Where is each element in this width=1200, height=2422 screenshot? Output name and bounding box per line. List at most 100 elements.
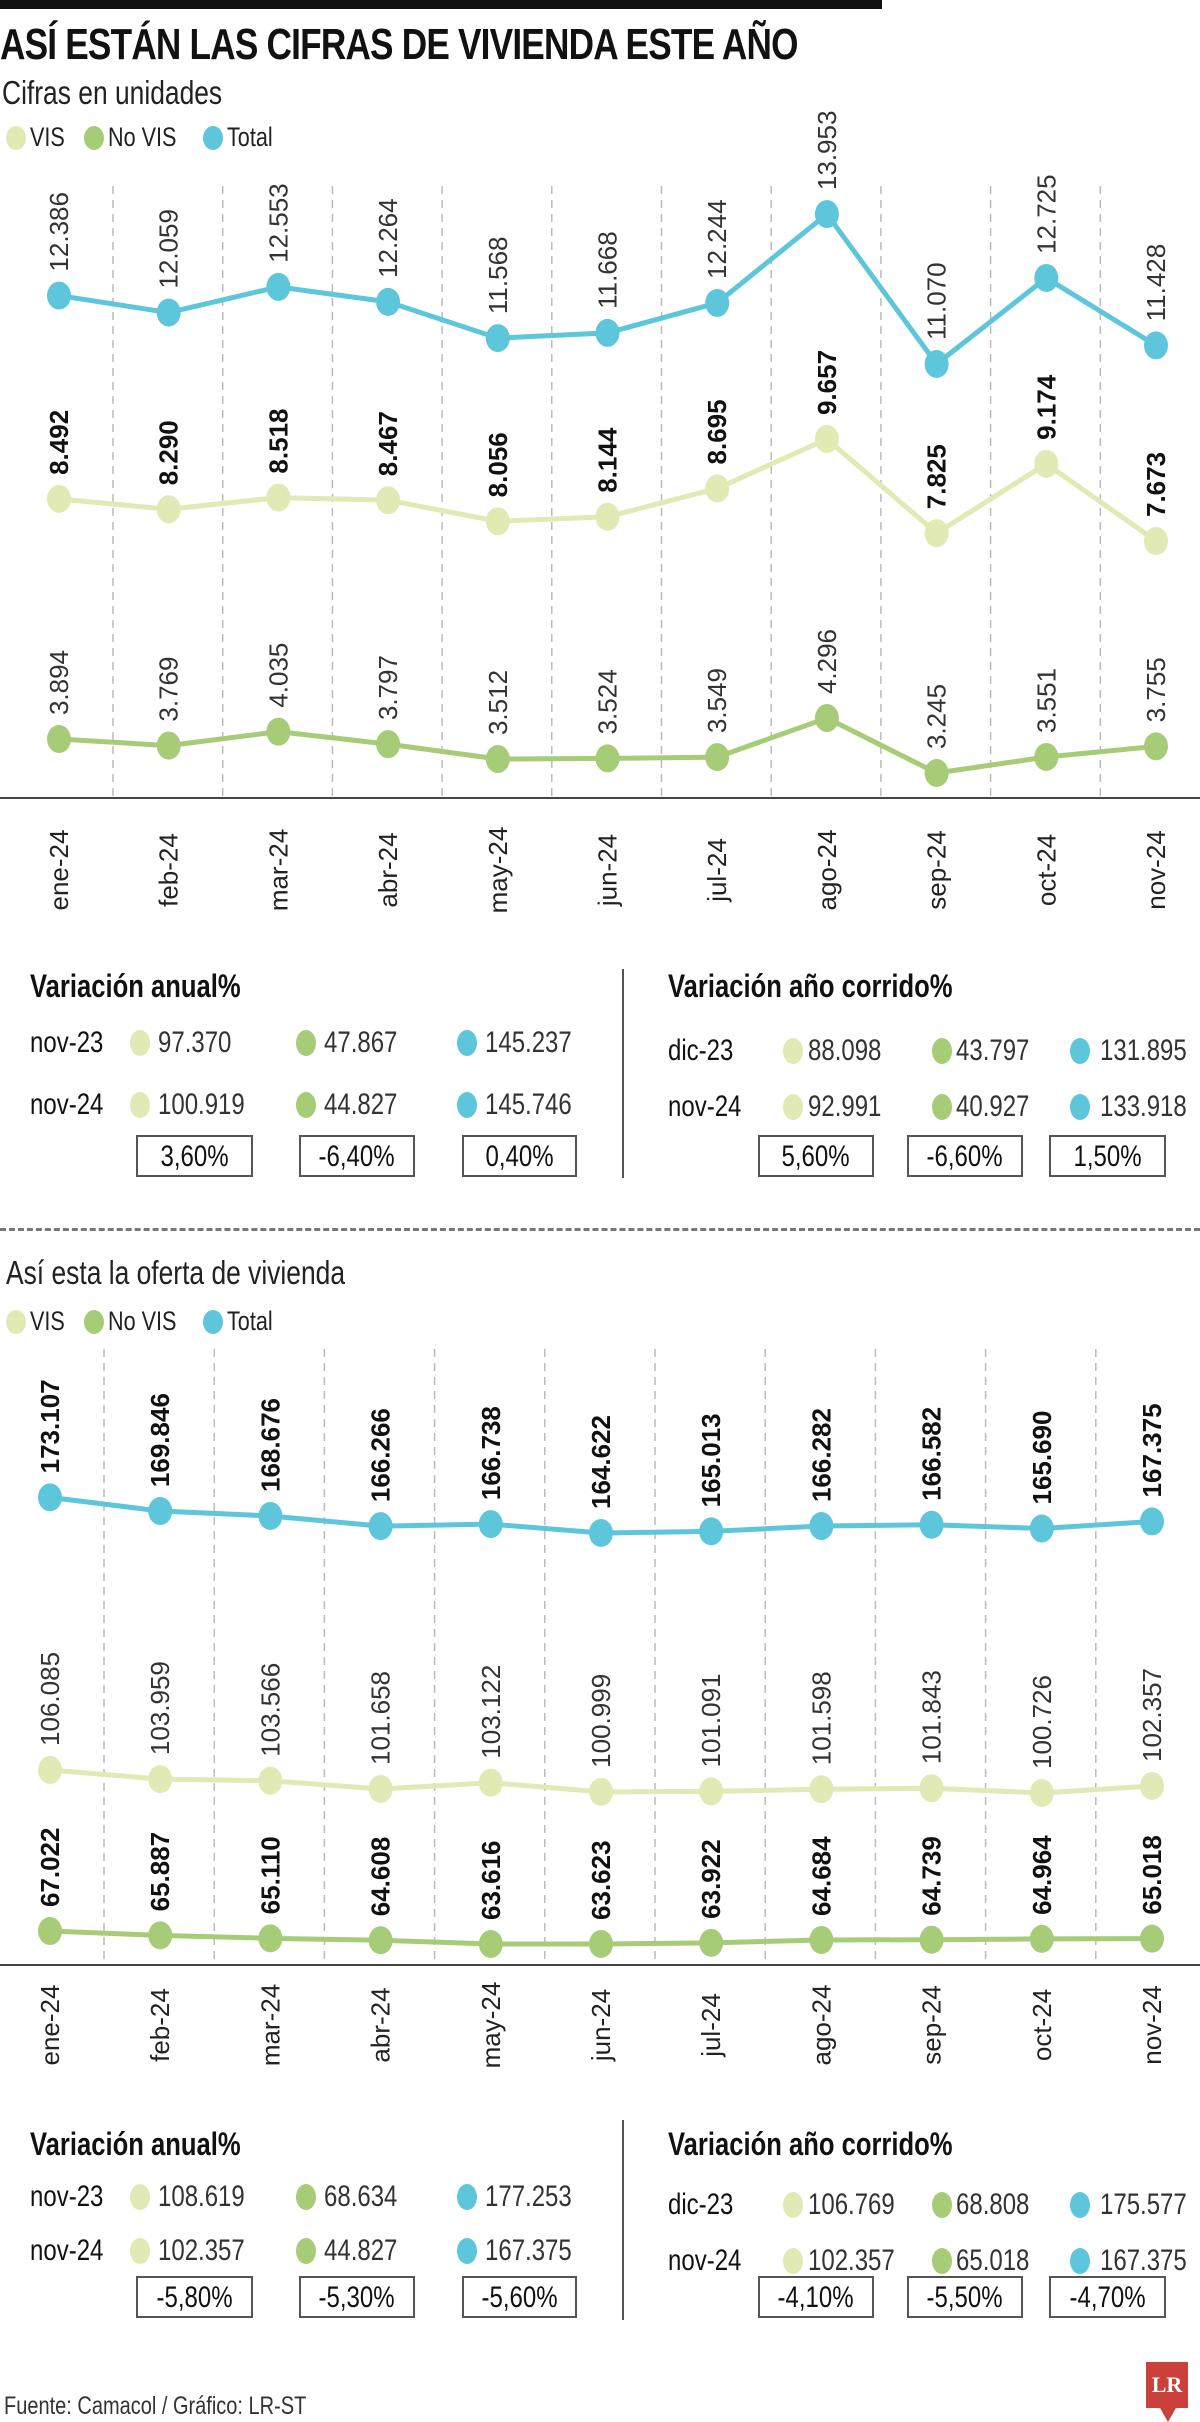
data-point [699,1517,724,1546]
change-percent-text: -4,70% [1069,2281,1146,2314]
row-label: nov-24 [30,1088,122,1122]
data-point [368,1926,393,1955]
data-label: 8.467 [373,411,403,476]
change-percent-text: -5,30% [318,2281,396,2314]
table-value-text: 167.375 [1100,2244,1187,2277]
data-label: 4.296 [812,629,842,694]
total-dot-icon [457,1092,477,1118]
line-chart-1: ene-24 feb-24 mar-24 abr-24 may-24 jun-24 jul-… [0,111,1200,913]
table-value-text: 44.827 [324,1088,398,1121]
data-point [1144,732,1168,761]
data-point [38,1755,62,1784]
ytd-variation-heading: Variación año corrido% [668,968,1024,1005]
total-dot-icon [457,2184,477,2210]
total-dot-icon [1070,1038,1090,1064]
table-value-text: 102.357 [158,2234,245,2267]
data-label: 64.684 [806,1836,836,1916]
data-label: 166.738 [476,1406,506,1500]
data-label: 166.266 [366,1408,396,1502]
vis-dot-icon [6,125,26,150]
data-point [1029,1779,1054,1807]
vis-dot-icon [783,2192,803,2218]
table-value-text: 108.619 [158,2180,245,2213]
x-tick-label: sep-24 [917,1985,947,2065]
novis-dot-icon [296,1030,316,1056]
data-point [595,744,620,773]
row-label-text: nov-23 [30,1026,104,1059]
data-point [1034,263,1059,292]
table-value: 102.357 [158,2234,266,2268]
data-label: 168.676 [255,1398,285,1492]
data-point [809,1775,834,1804]
data-point [478,1930,503,1958]
novis-dot-icon [83,125,104,150]
data-label: 65.018 [1137,1835,1167,1915]
series-total: 12.386 12.059 12.553 12.264 11.568 11.668 12.2… [44,111,1171,378]
data-label: 11.668 [593,231,623,309]
total-dot-icon [1070,1094,1090,1120]
data-label: 13.953 [812,111,842,191]
data-point [1144,527,1168,555]
change-percent-text: -6,60% [926,1140,1004,1173]
total-dot-icon [203,1309,224,1334]
novis-dot-icon [296,2238,316,2264]
data-point [924,519,949,548]
legend-item-total: Total [203,122,282,153]
x-tick-label: abr-24 [366,1987,396,2062]
data-label: 100.999 [586,1674,616,1768]
data-point [368,1512,393,1541]
table-value-text: 131.895 [1100,1034,1187,1067]
x-tick-label: nov-24 [1141,830,1171,910]
row-label-text: nov-24 [30,2234,104,2267]
data-point [478,1768,503,1797]
legend-item-vis: VIS [6,1306,72,1337]
table-value: 40.927 [956,1090,1048,1124]
data-point [699,1928,724,1957]
x-tick-label: feb-24 [154,833,184,907]
table-value: 102.357 [808,2244,916,2278]
novis-dot-icon [932,2248,952,2274]
data-label: 100.726 [1027,1675,1057,1769]
row-label-text: nov-23 [30,2180,104,2213]
change-percent-box: 3,60% [136,1135,253,1177]
x-tick-label: mar-24 [263,829,293,911]
table-value-text: 68.808 [956,2188,1030,2221]
data-point [485,324,510,353]
table-value-text: 40.927 [956,1090,1030,1123]
data-point [376,730,401,759]
data-point [368,1774,393,1803]
data-label: 12.244 [702,199,732,279]
row-label: nov-24 [668,2244,760,2278]
data-label: 166.282 [806,1408,836,1502]
change-percent-box: -5,50% [907,2276,1023,2318]
data-point [814,425,839,454]
table-value: 131.895 [1100,1034,1200,1068]
change-percent-text: 5,60% [781,1140,851,1173]
chart-2-subtitle: Así esta la oferta de vivienda [6,1254,430,1292]
data-point [38,1483,62,1512]
table-value-text: 43.797 [956,1034,1030,1067]
table-value-text: 145.237 [485,1026,572,1059]
x-tick-label: oct-24 [1031,834,1061,906]
table-value-text: 47.867 [324,1026,398,1059]
data-label: 166.582 [917,1407,947,1501]
data-point [266,272,291,301]
data-point [924,350,949,378]
data-label: 11.568 [483,237,513,315]
data-label: 12.553 [263,183,293,263]
legend-label: No VIS [107,1306,176,1336]
data-label: 167.375 [1137,1403,1167,1497]
data-point [266,717,291,746]
table-value: 108.619 [158,2180,266,2214]
data-point [376,486,401,515]
data-point [809,1512,834,1541]
data-label: 3.512 [483,670,513,735]
row-label: dic-23 [668,1034,750,1068]
table-value: 97.370 [158,1026,250,1060]
table-value: 177.253 [485,2180,593,2214]
data-point [699,1777,724,1806]
data-point [258,1924,283,1953]
data-point [1029,1924,1054,1953]
